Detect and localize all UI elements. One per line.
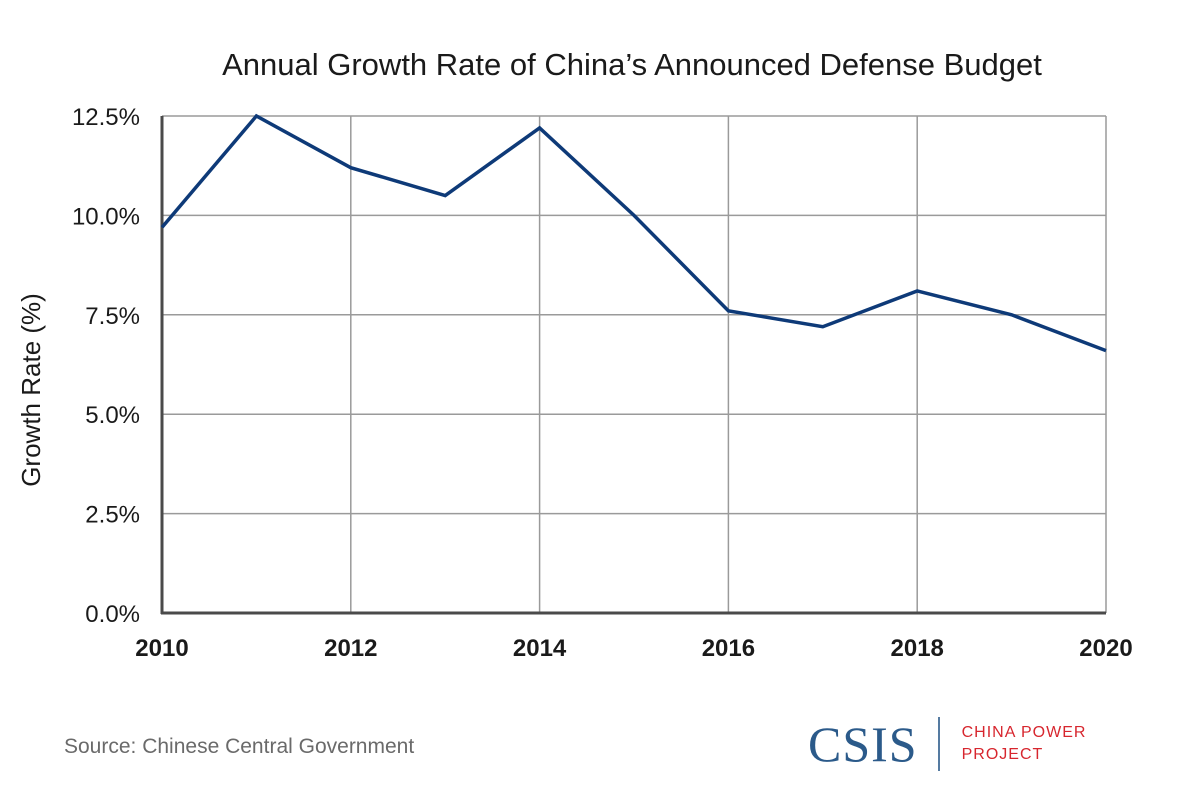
- axes: [160, 116, 1106, 615]
- x-tick-label: 2012: [324, 635, 377, 662]
- china-power-project-text: CHINA POWER PROJECT: [962, 722, 1087, 766]
- source-note: Source: Chinese Central Government: [64, 735, 415, 758]
- y-tick-labels: 0.0% 2.5% 5.0% 7.5% 10.0% 12.5%: [72, 104, 140, 628]
- y-axis-label: Growth Rate (%): [16, 293, 46, 487]
- x-tick-labels: 2010 2012 2014 2016 2018 2020: [135, 635, 1132, 662]
- logo-divider: [937, 717, 940, 771]
- y-tick-label: 0.0%: [85, 601, 140, 628]
- y-tick-label: 2.5%: [85, 502, 140, 529]
- series-group: [160, 113, 1107, 353]
- csis-logo: CSIS CHINA POWER PROJECT: [808, 714, 1086, 774]
- x-tick-label: 2018: [891, 635, 944, 662]
- x-tick-label: 2020: [1079, 635, 1132, 662]
- gridlines: [162, 115, 1107, 613]
- csis-logo-text: CSIS: [808, 716, 918, 772]
- y-tick-label: 12.5%: [72, 104, 140, 131]
- x-tick-label: 2014: [513, 635, 567, 662]
- y-tick-label: 5.0%: [85, 402, 140, 429]
- y-tick-label: 7.5%: [85, 303, 140, 330]
- y-tick-label: 10.0%: [72, 203, 140, 230]
- logo-subtitle-line2: PROJECT: [961, 746, 1044, 763]
- x-tick-label: 2016: [702, 635, 755, 662]
- logo-subtitle-line1: CHINA POWER: [961, 724, 1087, 741]
- x-tick-label: 2010: [135, 635, 188, 662]
- chart-title: Annual Growth Rate of China’s Announced …: [222, 47, 1042, 82]
